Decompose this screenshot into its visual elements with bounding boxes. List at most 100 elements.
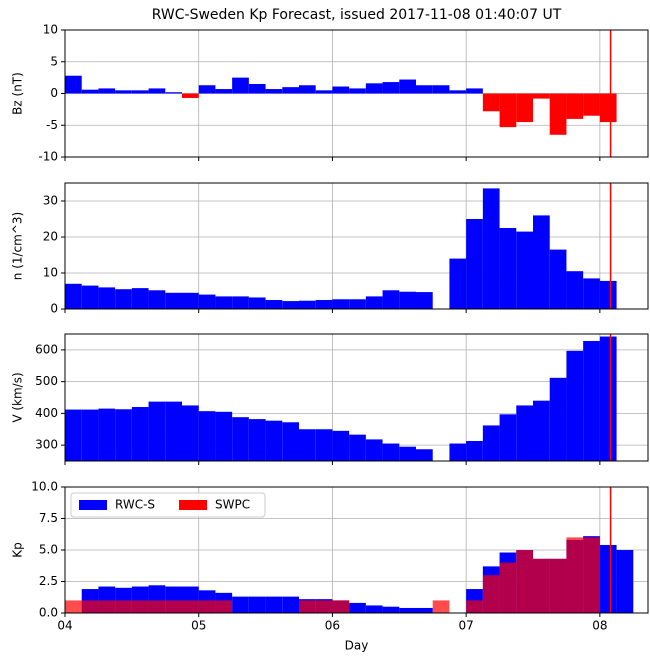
bar — [349, 602, 366, 613]
bar — [416, 607, 433, 613]
bar — [165, 92, 183, 94]
bar — [516, 550, 534, 613]
bar — [516, 405, 534, 461]
bar — [499, 414, 517, 461]
y-tick-label: 7.5 — [39, 511, 58, 525]
bar — [98, 287, 116, 309]
plot-area — [65, 336, 617, 461]
bar — [399, 607, 417, 613]
bar — [416, 85, 433, 94]
y-tick-label: 0 — [50, 86, 58, 100]
bar — [232, 596, 249, 613]
axes-frame — [64, 486, 649, 614]
bar — [198, 411, 216, 461]
y-tick-label: 0 — [50, 302, 58, 316]
legend-swatch — [179, 500, 207, 510]
bar — [98, 88, 116, 94]
bar — [365, 83, 383, 94]
bar — [382, 290, 400, 309]
x-axis-label: Day — [345, 639, 369, 653]
bar — [198, 600, 216, 613]
bar — [566, 93, 584, 119]
y-tick-label: 400 — [35, 406, 58, 420]
axes-frame — [64, 182, 649, 310]
y-axis-label: Bz (nT) — [11, 72, 25, 115]
bar — [349, 299, 366, 309]
bar — [282, 422, 300, 461]
bar — [148, 401, 166, 461]
bar — [148, 290, 166, 309]
bar — [466, 88, 483, 94]
bar — [516, 231, 534, 309]
bar — [466, 219, 483, 309]
bar — [583, 340, 600, 461]
bar — [98, 600, 116, 613]
bar — [332, 430, 350, 461]
bar — [65, 409, 82, 461]
bar — [148, 600, 166, 613]
y-axis-label: V (km/s) — [11, 372, 25, 422]
bar — [349, 434, 366, 461]
legend-label: SWPC — [215, 498, 250, 512]
bar — [432, 600, 450, 613]
x-tick-label: 08 — [592, 619, 607, 633]
bar — [131, 288, 149, 309]
y-tick-label: 500 — [35, 374, 58, 388]
bar — [115, 600, 132, 613]
bar — [365, 605, 383, 613]
bar — [516, 93, 534, 123]
bar — [416, 449, 433, 461]
bar — [215, 600, 233, 613]
bar — [315, 600, 333, 613]
bar — [382, 606, 400, 613]
bar — [466, 600, 483, 613]
bar — [599, 544, 617, 613]
bar — [165, 292, 183, 309]
bar — [399, 446, 417, 461]
bar — [265, 420, 283, 461]
legend-box — [70, 492, 266, 518]
x-tick-label: 04 — [57, 619, 72, 633]
bar — [533, 215, 550, 309]
bar — [81, 89, 99, 94]
y-axis-label: Kp — [11, 542, 25, 558]
y-axis-label: n (1/cm^3) — [11, 212, 25, 280]
y-tick-label: -10 — [38, 150, 58, 164]
bar — [65, 283, 82, 309]
y-tick-label: 300 — [35, 438, 58, 452]
bar — [299, 300, 316, 309]
bar — [549, 558, 567, 613]
bar — [416, 292, 433, 309]
bar — [549, 377, 567, 461]
bar — [131, 90, 149, 94]
bar — [98, 408, 116, 461]
bar — [332, 86, 350, 94]
bar — [115, 409, 132, 461]
bar — [382, 82, 400, 94]
legend-label: RWC-S — [115, 498, 155, 512]
bar — [315, 429, 333, 461]
bar — [248, 83, 266, 94]
bar — [482, 425, 500, 461]
bar — [248, 419, 266, 461]
y-tick-label: 10 — [43, 23, 58, 37]
bar — [282, 596, 300, 613]
bar — [232, 296, 249, 309]
x-tick-label: 06 — [325, 619, 340, 633]
bar — [566, 271, 584, 309]
bar — [65, 75, 82, 94]
bar — [449, 258, 467, 309]
bar — [499, 228, 517, 309]
bar — [616, 550, 634, 613]
y-tick-label: 600 — [35, 342, 58, 356]
bar — [198, 85, 216, 94]
bar — [248, 297, 266, 309]
x-tick-label: 07 — [459, 619, 474, 633]
bar — [182, 93, 199, 98]
bar — [365, 296, 383, 309]
bar — [299, 85, 316, 94]
y-tick-label: -5 — [46, 118, 58, 132]
bar — [499, 562, 517, 613]
bar — [81, 600, 99, 613]
bar — [549, 93, 567, 135]
